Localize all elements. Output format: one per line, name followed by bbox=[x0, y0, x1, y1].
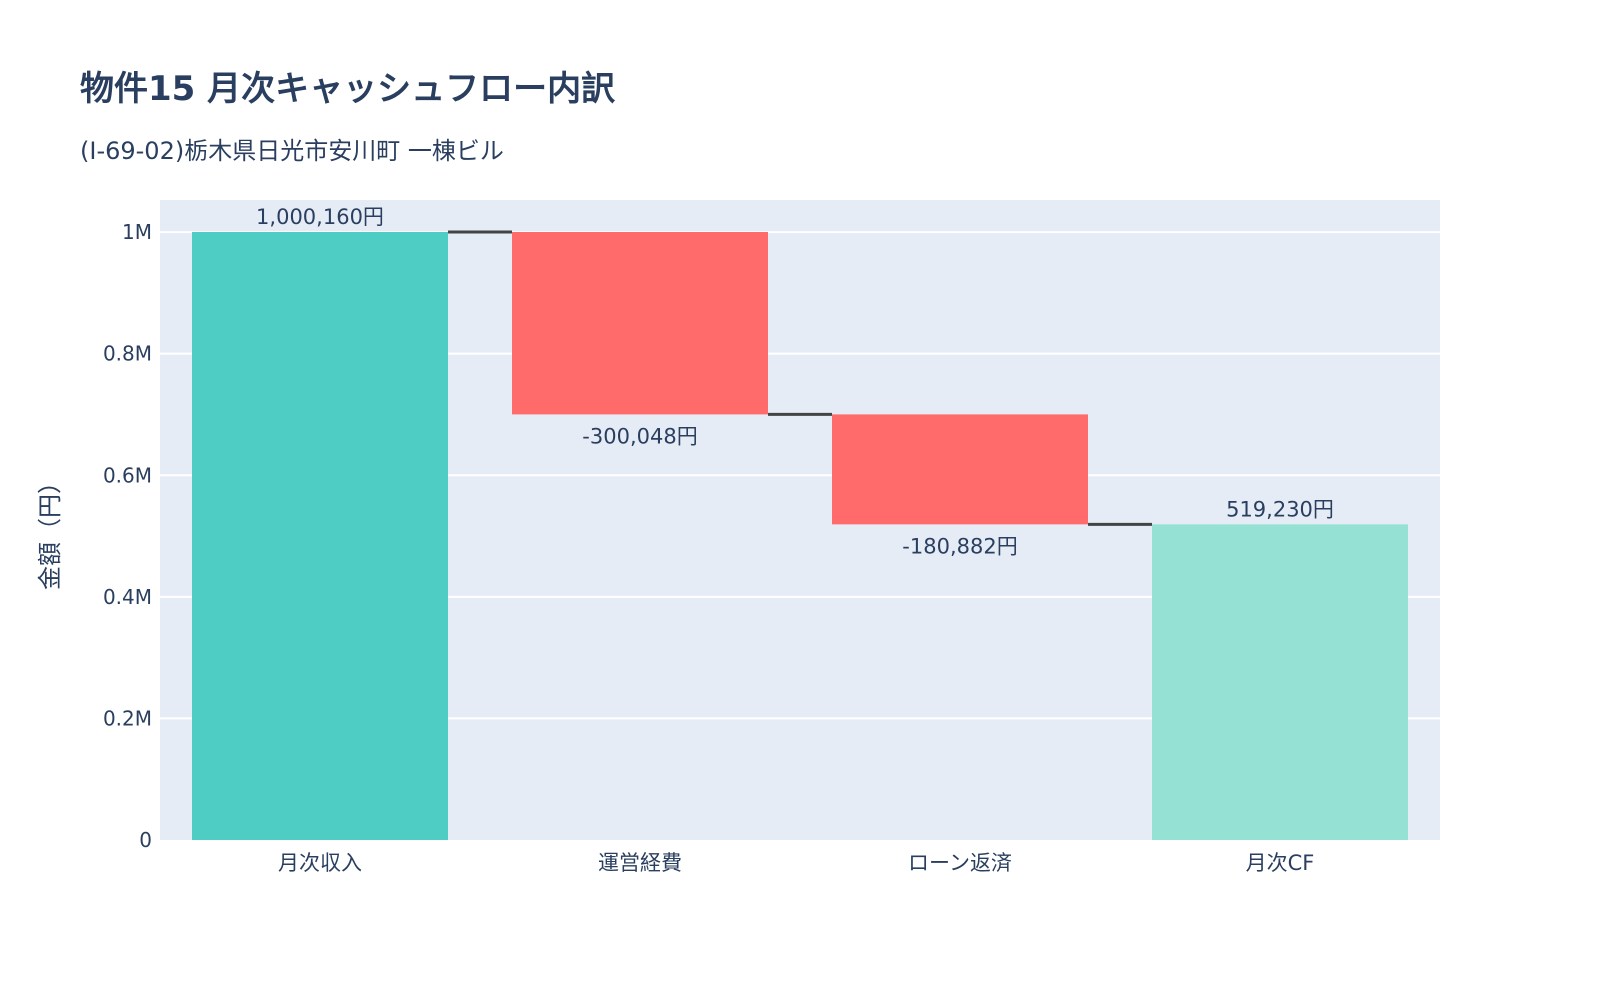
y-tick-label: 0.6M bbox=[103, 463, 152, 487]
data-label: 1,000,160円 bbox=[256, 205, 384, 229]
y-tick-label: 1M bbox=[122, 220, 152, 244]
y-tick-label: 0.4M bbox=[103, 585, 152, 609]
y-tick-label: 0 bbox=[139, 828, 152, 852]
x-tick-label: 月次CF bbox=[1246, 851, 1315, 875]
chart-title: 物件15 月次キャッシュフロー内訳 bbox=[80, 69, 616, 109]
x-tick-label: 運営経費 bbox=[598, 851, 682, 875]
bar-1 bbox=[192, 232, 448, 840]
x-tick-label: 月次収入 bbox=[278, 851, 362, 875]
y-tick-label: 0.8M bbox=[103, 342, 152, 366]
data-label: 519,230円 bbox=[1226, 497, 1334, 521]
bar-3 bbox=[832, 414, 1088, 525]
x-tick-label: ローン返済 bbox=[908, 851, 1012, 875]
bar-4 bbox=[1152, 524, 1408, 840]
chart-subtitle: (I-69-02)栃木県日光市安川町 一棟ビル bbox=[80, 137, 504, 165]
data-label: -180,882円 bbox=[902, 534, 1017, 558]
y-axis-title: 金額（円） bbox=[36, 470, 64, 590]
data-label: -300,048円 bbox=[582, 424, 697, 448]
y-tick-label: 0.2M bbox=[103, 706, 152, 730]
bar-2 bbox=[512, 232, 768, 415]
